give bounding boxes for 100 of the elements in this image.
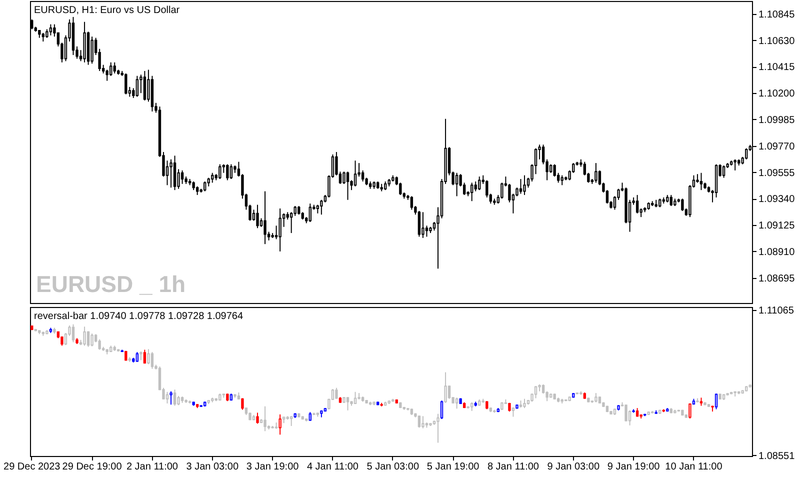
candlestick [422, 416, 424, 429]
candlestick [361, 170, 364, 182]
candlestick [745, 148, 748, 160]
candlestick [553, 164, 556, 178]
candlestick [418, 210, 421, 238]
x-tick-label: 4 Jan 11:00 [306, 462, 359, 472]
candlestick [106, 69, 108, 82]
x-tick-label: 5 Jan 03:00 [366, 462, 420, 472]
candlestick [170, 158, 172, 188]
candlestick [624, 404, 628, 422]
candlestick [523, 398, 526, 409]
annotation: EURUSD _ 1h [36, 271, 186, 297]
candlestick [180, 170, 184, 184]
y-tick-label: 1.09340 [758, 194, 796, 206]
candlestick [264, 190, 266, 245]
candlestick [478, 176, 481, 191]
candlestick [470, 182, 474, 202]
candlestick [124, 72, 128, 95]
y-tick-label: 1.10415 [758, 62, 796, 74]
candlestick [410, 196, 414, 210]
y-tick-label: 1.09985 [758, 114, 796, 126]
candlestick [474, 180, 477, 192]
candlestick [448, 385, 451, 400]
x-tick-label: 9 Jan 19:00 [607, 462, 660, 472]
candlestick [335, 387, 338, 400]
candlestick [594, 392, 598, 403]
x-tick-label: 2 Jan 11:00 [126, 462, 178, 472]
candlestick [636, 194, 639, 214]
candlestick [670, 194, 672, 207]
candlestick [143, 70, 146, 101]
x-tick-label: 3 Jan 03:00 [186, 462, 239, 472]
candlestick [83, 326, 86, 346]
candlestick [722, 165, 726, 178]
candlestick [425, 225, 428, 238]
candlestick [170, 390, 172, 406]
candlestick [173, 155, 176, 191]
candlestick [90, 333, 94, 347]
y-tick-label: 1.08695 [758, 273, 796, 284]
candlestick [136, 75, 139, 98]
y-tick-label: 1.09125 [758, 220, 796, 232]
candlestick [264, 406, 266, 432]
candlestick [455, 172, 458, 197]
candlestick [173, 389, 176, 406]
candlestick [256, 204, 259, 229]
candlestick [700, 172, 703, 191]
chart-title: EURUSD, H1: Euro vs US Dollar [34, 5, 180, 16]
candlestick [113, 62, 116, 74]
candlestick [290, 416, 293, 426]
y-tick-label: 1.10200 [758, 88, 796, 100]
candlestick [523, 174, 526, 196]
candlestick [346, 396, 350, 411]
y-tick-label: 1.10630 [758, 36, 796, 47]
candlestick [241, 398, 244, 410]
candlestick [204, 180, 206, 192]
x-tick-label: 5 Jan 19:00 [426, 462, 480, 472]
candlestick [86, 330, 90, 348]
x-tick-label: 8 Jan 11:00 [487, 462, 540, 472]
candlestick [294, 206, 296, 216]
x-tick-label: 29 Dec 19:00 [62, 462, 122, 472]
candlestick [734, 158, 736, 171]
candlestick [226, 164, 229, 181]
candlestick [346, 171, 350, 200]
candlestick [150, 352, 154, 370]
candlestick [560, 174, 564, 186]
candlestick [90, 36, 94, 64]
candlestick [143, 349, 146, 364]
candlestick [354, 391, 357, 405]
y-tick-label: 1.08910 [758, 246, 796, 258]
x-tick-label: 3 Jan 19:00 [246, 462, 300, 472]
candlestick [519, 178, 522, 194]
candlestick [486, 180, 488, 198]
candlestick [594, 162, 598, 184]
candlestick [320, 199, 323, 216]
y-tick-label: 1.09555 [758, 168, 796, 179]
y-tick-label: 1.09770 [758, 141, 796, 152]
candlestick [534, 386, 538, 399]
candlestick [418, 415, 421, 428]
y-tick-label: 1.08551 [758, 450, 796, 462]
candlestick [72, 324, 75, 343]
candlestick [308, 203, 312, 222]
candlestick [688, 402, 692, 419]
x-tick-label: 10 Jan 11:00 [665, 462, 723, 472]
candlestick [49, 24, 52, 36]
candlestick [354, 160, 357, 187]
candlestick [177, 395, 180, 406]
y-tick-label: 1.11065 [758, 306, 794, 317]
candlestick [211, 172, 214, 184]
candlestick [455, 397, 458, 410]
candlestick [110, 62, 112, 76]
candlestick [278, 414, 282, 436]
x-tick-label: 9 Jan 03:00 [547, 462, 600, 472]
candlestick [278, 208, 282, 252]
y-tick-label: 1.10845 [758, 9, 796, 20]
candlestick [256, 412, 259, 424]
candlestick [230, 164, 233, 180]
candlestick [342, 171, 346, 184]
candlestick [166, 391, 169, 404]
candlestick [136, 352, 139, 362]
candlestick [147, 348, 150, 365]
candlestick [714, 393, 718, 410]
